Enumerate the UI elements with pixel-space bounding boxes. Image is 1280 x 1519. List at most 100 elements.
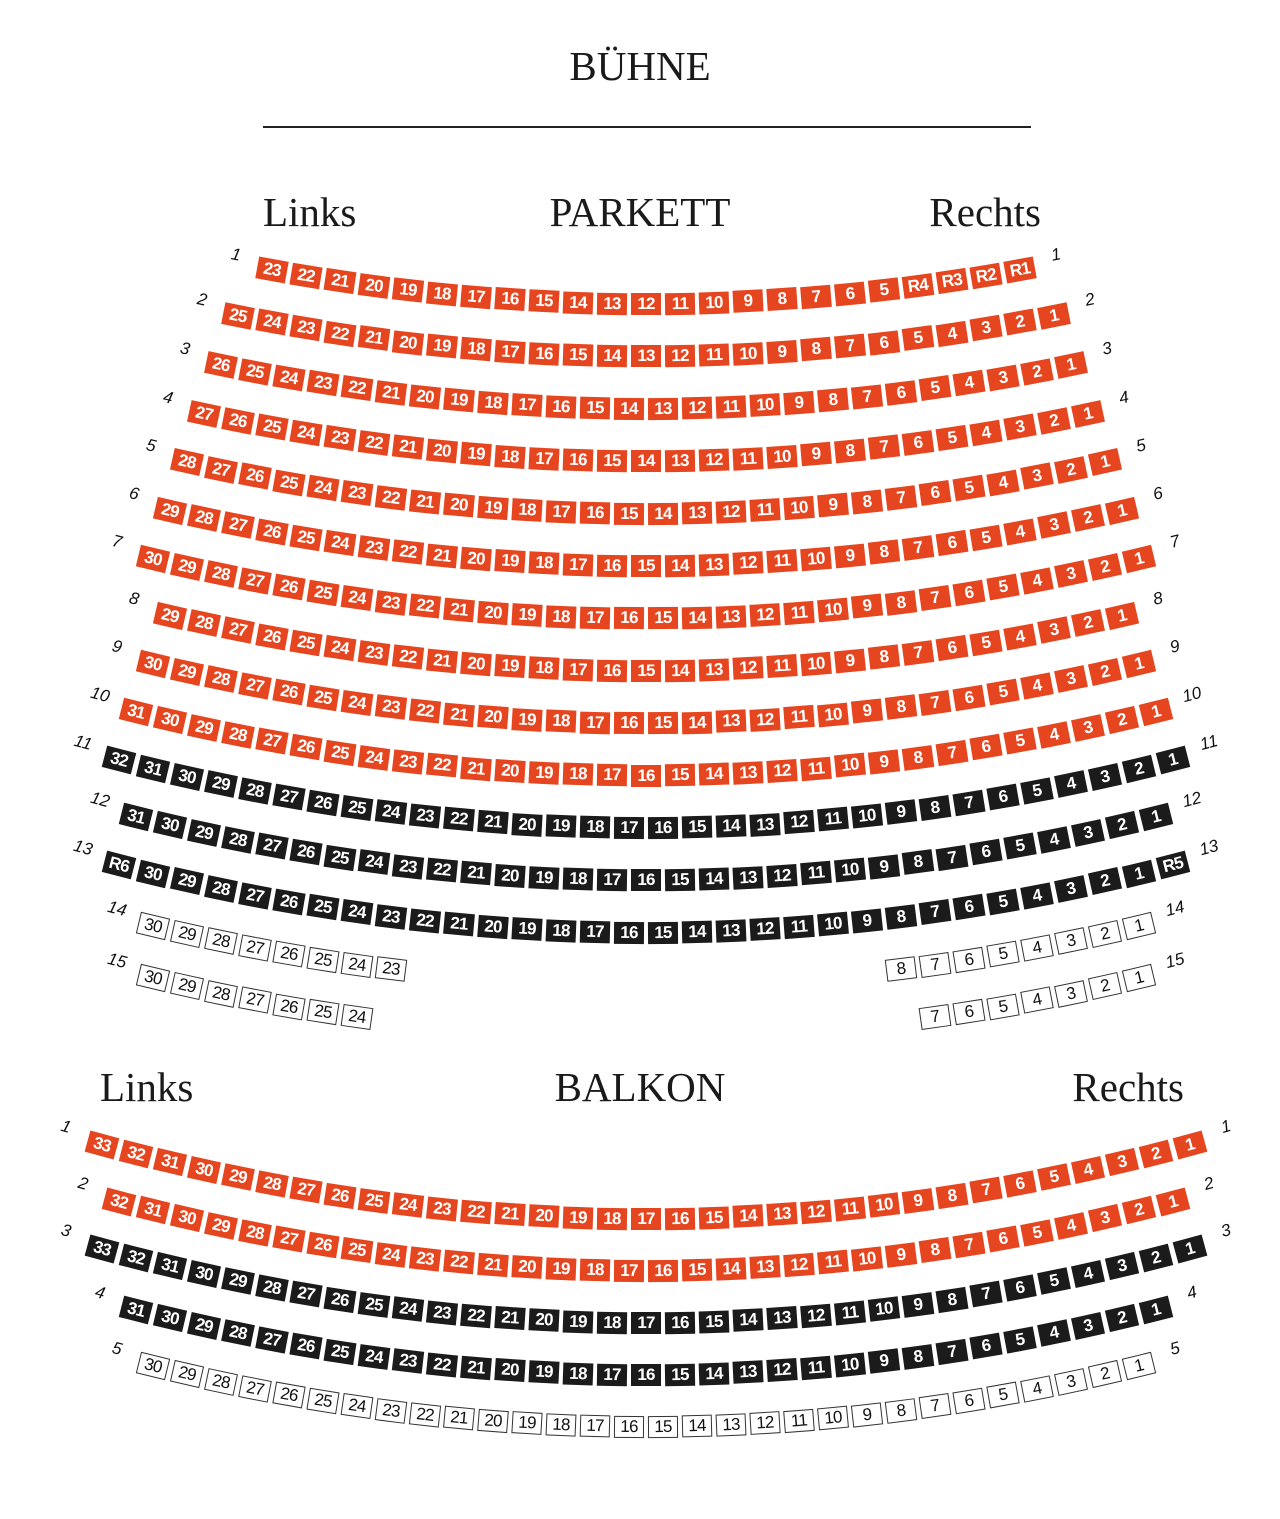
seat[interactable]: 7 [935, 844, 969, 871]
seat[interactable]: 18 [545, 709, 577, 734]
seat[interactable]: 3 [1020, 462, 1054, 490]
seat[interactable]: 10 [749, 393, 781, 418]
seat[interactable]: 16 [613, 1415, 645, 1439]
seat[interactable]: 6 [969, 838, 1003, 866]
seat[interactable]: R5 [1155, 850, 1191, 880]
seat[interactable]: 11 [800, 756, 832, 781]
seat[interactable]: 1 [1138, 697, 1174, 727]
seat[interactable]: 26 [323, 1182, 357, 1209]
seat[interactable]: 17 [596, 868, 628, 892]
seat[interactable]: 3 [1003, 413, 1037, 441]
seat[interactable]: 19 [425, 333, 459, 359]
seat[interactable]: 7 [935, 739, 969, 766]
seat[interactable]: 24 [357, 1343, 391, 1370]
seat[interactable]: 23 [408, 1246, 442, 1272]
seat[interactable]: 12 [800, 1303, 832, 1328]
seat[interactable]: 5 [1037, 1163, 1071, 1192]
seat[interactable]: 14 [698, 867, 730, 891]
seat[interactable]: 4 [1037, 1319, 1071, 1348]
seat[interactable]: 11 [664, 292, 696, 315]
seat[interactable]: 21 [443, 702, 475, 727]
seat[interactable]: 13 [749, 1255, 781, 1280]
seat[interactable]: 10 [833, 1352, 867, 1378]
seat[interactable]: 20 [391, 329, 425, 356]
seat[interactable]: 4 [986, 469, 1020, 496]
seat[interactable]: R2 [969, 262, 1003, 290]
seat[interactable]: 16 [631, 1364, 661, 1386]
seat[interactable]: 26 [255, 623, 289, 651]
seat[interactable]: 29 [169, 867, 205, 896]
seat[interactable]: 13 [664, 449, 696, 473]
seat[interactable]: 3 [1070, 1312, 1106, 1341]
seat[interactable]: 14 [562, 291, 594, 315]
seat[interactable]: 29 [187, 714, 221, 742]
seat[interactable]: 21 [443, 1405, 475, 1431]
seat[interactable]: 17 [579, 711, 611, 734]
seat[interactable]: 24 [357, 849, 391, 876]
seat[interactable]: 4 [1020, 672, 1054, 700]
seat[interactable]: 17 [631, 1312, 661, 1334]
seat[interactable]: 17 [460, 284, 492, 310]
seat[interactable]: 7 [952, 789, 986, 816]
seat[interactable]: 15 [613, 502, 645, 525]
seat[interactable]: 23 [289, 314, 323, 342]
seat[interactable]: 6 [952, 684, 986, 711]
seat[interactable]: 8 [884, 1397, 918, 1424]
seat[interactable]: 8 [867, 644, 901, 670]
seat[interactable]: 25 [340, 1237, 374, 1264]
seat[interactable]: 27 [255, 832, 289, 860]
seat[interactable]: 16 [613, 921, 645, 944]
seat[interactable]: 14 [715, 814, 747, 838]
seat[interactable]: 17 [494, 339, 526, 364]
seat[interactable]: 9 [783, 390, 815, 416]
seat[interactable]: 19 [443, 387, 475, 413]
seat[interactable]: 6 [918, 480, 952, 507]
seat[interactable]: 22 [425, 857, 459, 883]
seat[interactable]: 9 [901, 1291, 935, 1318]
seat[interactable]: 32 [118, 1243, 154, 1273]
seat[interactable]: 9 [867, 853, 901, 880]
seat[interactable]: 21 [391, 434, 425, 461]
seat[interactable]: 33 [84, 1130, 120, 1160]
seat[interactable]: 23 [374, 956, 408, 983]
seat[interactable]: 20 [528, 1204, 560, 1229]
seat[interactable]: 28 [187, 609, 221, 638]
seat[interactable]: 9 [850, 1402, 884, 1428]
seat[interactable]: 20 [357, 273, 391, 299]
seat[interactable]: 29 [169, 919, 205, 948]
seat[interactable]: 18 [579, 815, 611, 839]
seat[interactable]: 26 [289, 734, 323, 761]
seat[interactable]: 11 [833, 1196, 867, 1222]
seat[interactable]: 23 [374, 904, 408, 930]
seat[interactable]: 19 [511, 1411, 543, 1436]
seat[interactable]: 26 [306, 789, 340, 816]
seat[interactable]: 23 [374, 589, 408, 616]
seat[interactable]: 31 [152, 1148, 188, 1177]
seat[interactable]: 30 [186, 1260, 222, 1289]
seat[interactable]: 13 [732, 761, 764, 785]
seat[interactable]: 9 [884, 1241, 918, 1268]
seat[interactable]: 21 [477, 810, 509, 835]
seat[interactable]: 19 [494, 549, 526, 574]
seat[interactable]: 22 [460, 1199, 492, 1224]
seat[interactable]: 4 [1003, 518, 1037, 546]
seat[interactable]: 13 [681, 501, 713, 525]
seat[interactable]: 14 [613, 397, 645, 420]
seat[interactable]: 19 [511, 707, 543, 732]
seat[interactable]: 21 [323, 268, 357, 295]
seat[interactable]: 6 [952, 1387, 986, 1415]
seat[interactable]: 1 [1104, 496, 1140, 525]
seat[interactable]: 30 [135, 544, 171, 574]
seat[interactable]: 25 [323, 1338, 357, 1365]
seat[interactable]: 7 [884, 484, 918, 511]
seat[interactable]: 15 [681, 815, 713, 839]
seat[interactable]: 2 [1087, 972, 1123, 1001]
seat[interactable]: 12 [783, 1253, 815, 1278]
seat[interactable]: 2 [1087, 1360, 1123, 1389]
seat[interactable]: 9 [850, 593, 884, 620]
seat[interactable]: 7 [918, 1004, 952, 1031]
seat[interactable]: 24 [340, 1004, 374, 1031]
seat[interactable]: 11 [766, 549, 798, 574]
seat[interactable]: 26 [272, 888, 306, 916]
seat[interactable]: 5 [1020, 777, 1054, 805]
